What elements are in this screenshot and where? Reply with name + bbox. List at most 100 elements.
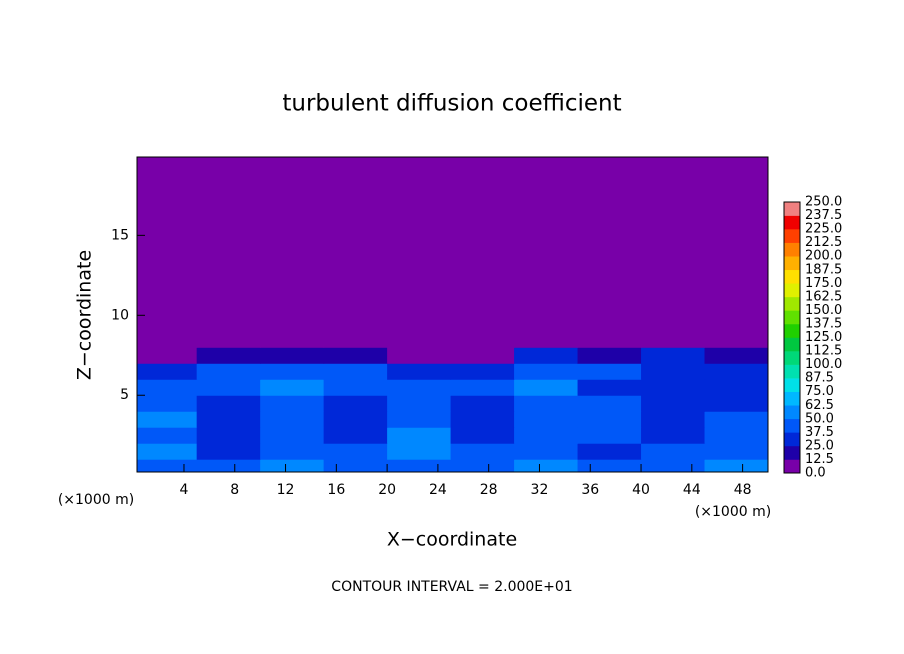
x-tick-label: 20 [378,482,396,498]
y-tick-label: 10 [111,307,129,323]
cell [450,157,515,348]
cell [450,363,515,380]
cell [260,443,325,460]
cell [196,459,261,472]
colorbar-label: 25.0 [805,438,834,453]
colorbar-label: 112.5 [805,344,842,359]
colorbar-label: 100.0 [805,357,842,372]
colorbar-label: 187.5 [805,262,842,277]
colorbar-label: 62.5 [805,398,834,413]
x-axis-label: X−coordinate [387,529,517,551]
cell [260,347,325,364]
cell [387,427,452,444]
cell [387,443,452,460]
cell [137,395,198,412]
cell [260,379,325,396]
colorbar-band [784,378,800,392]
colorbar-label: 125.0 [805,330,842,345]
x-tick-label: 44 [683,482,701,498]
cell [641,363,706,380]
colorbar-band [784,296,800,311]
colorbar-label: 12.5 [805,452,834,467]
cell [514,411,579,428]
colorbar-band [784,256,800,271]
x-unit: (×1000 m) [695,504,771,520]
cell [323,427,388,444]
y-tick-label: 5 [120,387,129,403]
cell [450,443,515,460]
cell [387,459,452,472]
cell [704,395,768,412]
x-tick-label: 4 [180,482,189,498]
colorbar-label: 87.5 [805,371,834,386]
x-tick-label: 32 [531,482,549,498]
cell [387,411,452,428]
cell [577,379,642,396]
cell [260,427,325,444]
colorbar-band [784,459,800,474]
cell [323,411,388,428]
cell [577,459,642,472]
colorbar-band [784,269,800,284]
cell [196,157,261,348]
cell [641,427,706,444]
cell [450,411,515,428]
x-tick-label: 40 [632,482,650,498]
cell [577,443,642,460]
colorbar-label: 50.0 [805,411,834,426]
cell [641,157,706,348]
chart-title: turbulent diffusion coefficient [282,91,621,117]
x-tick-label: 36 [581,482,599,498]
x-tick-label: 8 [230,482,239,498]
cell [323,379,388,396]
colorbar-band [784,283,800,298]
colorbar-label: 150.0 [805,303,842,318]
cell [196,379,261,396]
x-tick-label: 28 [480,482,498,498]
y-axis-label: Z−coordinate [74,250,96,380]
cell [323,363,388,380]
colorbar-label: 200.0 [805,249,842,264]
cell [323,157,388,348]
cell [514,459,579,472]
colorbar-band [784,351,800,365]
cell [137,157,198,348]
cell [450,347,515,364]
colorbar-label: 237.5 [805,208,842,223]
colorbar-label: 175.0 [805,276,842,291]
cell [577,347,642,364]
colorbar-band [784,229,800,243]
cell [577,363,642,380]
cell [260,459,325,472]
cell [641,395,706,412]
colorbar-label: 137.5 [805,316,842,331]
colorbar-band [784,215,800,230]
cell [704,363,768,380]
colorbar-band [784,445,800,460]
cell [196,347,261,364]
colorbar-band [784,202,800,216]
field [137,157,768,472]
x-tick-label: 24 [429,482,447,498]
cell [641,443,706,460]
colorbar-label: 75.0 [805,384,834,399]
cell [323,395,388,412]
colorbar-label: 225.0 [805,222,842,237]
cell [196,411,261,428]
cell [387,395,452,412]
cell [577,395,642,412]
cell [577,157,642,348]
cell [137,443,198,460]
cell [514,157,579,348]
cell [387,157,452,348]
cell [450,427,515,444]
cell [514,443,579,460]
colorbar-label: 212.5 [805,235,842,250]
cell [514,427,579,444]
x-tick-label: 16 [327,482,345,498]
cell [260,363,325,380]
colorbar-band [784,337,800,352]
plot-frame [136,156,769,473]
colorbar-band [784,432,800,447]
cell [704,347,768,364]
